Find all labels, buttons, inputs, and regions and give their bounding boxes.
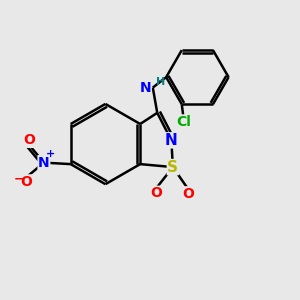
Text: +: +: [46, 149, 55, 159]
Text: O: O: [182, 187, 194, 201]
Text: H: H: [156, 77, 166, 87]
Text: −: −: [14, 172, 24, 185]
Text: O: O: [23, 133, 35, 147]
Text: N: N: [165, 133, 178, 148]
Text: O: O: [151, 186, 163, 200]
Text: Cl: Cl: [176, 115, 191, 129]
Text: N: N: [140, 81, 152, 94]
Text: O: O: [20, 175, 32, 189]
Text: N: N: [38, 156, 50, 170]
Text: S: S: [167, 160, 178, 175]
